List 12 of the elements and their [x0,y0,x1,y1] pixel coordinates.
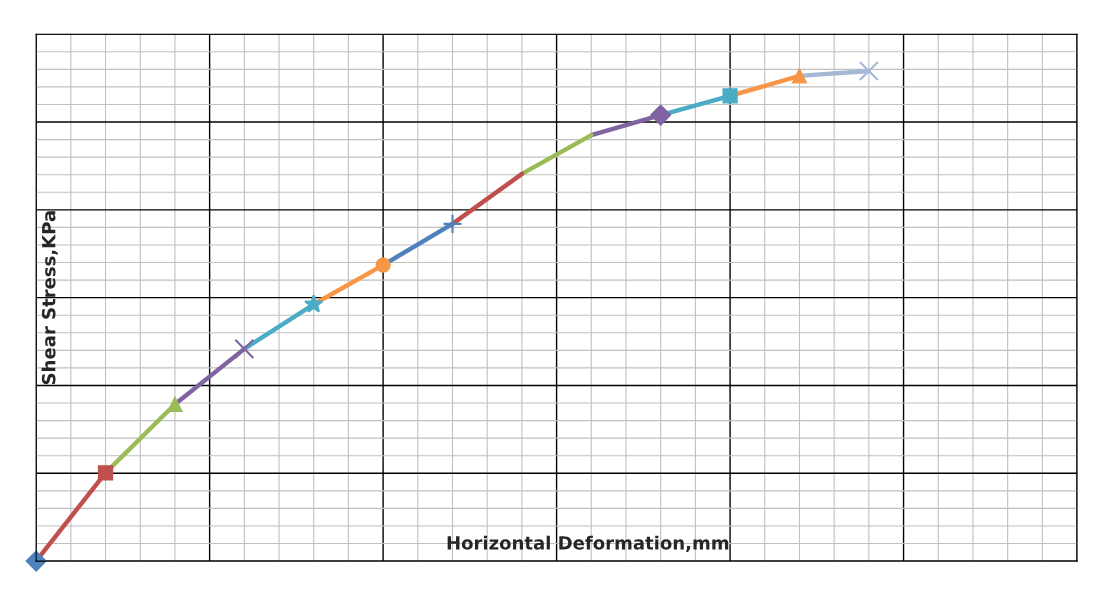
x-axis-title: Horizontal Deformation,mm [447,535,729,552]
point [791,68,808,84]
y-axis-title: Shear Stress,KPa [41,211,58,385]
point [442,213,463,234]
point [722,88,738,104]
point [858,60,879,82]
point [97,465,114,481]
point [375,257,391,273]
point [304,294,324,313]
point [234,338,255,359]
point [167,396,183,412]
point [650,104,672,126]
